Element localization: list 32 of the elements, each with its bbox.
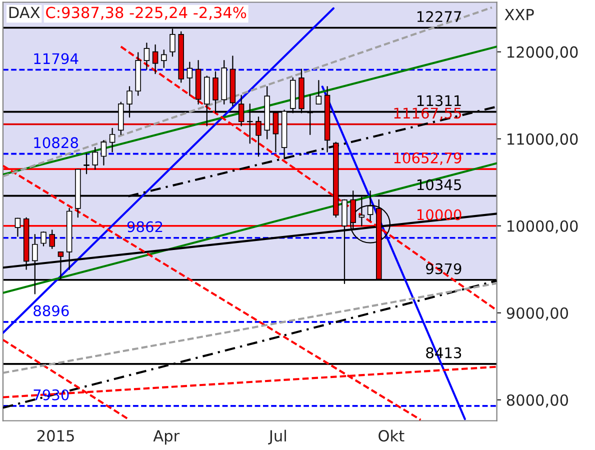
ref-line-label: 10345 — [417, 179, 461, 190]
ref-line-label: 8896 — [34, 305, 69, 316]
candlestick — [14, 218, 21, 237]
chart-title: DAX — [9, 6, 40, 18]
ref-line-label: 11794 — [34, 53, 78, 64]
y-tick-label: 8000,00 — [506, 394, 568, 408]
ref-line-label: 12277 — [417, 11, 462, 22]
y-tick-label: 11000,00 — [508, 133, 578, 146]
candlestick — [152, 44, 158, 74]
x-tick-label: Okt — [378, 430, 404, 442]
candlestick — [49, 230, 55, 250]
y-tick-label: 10000,00 — [508, 220, 578, 234]
ref-line-label: 11311 — [417, 95, 461, 106]
ref-line-label: 10652,79 — [394, 152, 462, 165]
x-tick-label: 2015 — [37, 430, 74, 442]
candlestick — [84, 153, 90, 174]
candlestick — [316, 80, 322, 105]
chart-subtitle: C:9387,38 -225,24 -2,34% — [46, 6, 246, 20]
x-tick-label: Apr — [153, 430, 180, 445]
y-tick-label: 9000,00 — [506, 307, 568, 320]
candlestick — [92, 146, 98, 170]
candlestick — [144, 42, 150, 70]
x-tick-label: Jul — [268, 430, 286, 444]
candlestick — [40, 231, 46, 246]
ref-line-label: 10000 — [417, 209, 462, 220]
ref-line-label: 10828 — [34, 137, 78, 148]
candlestick — [109, 128, 116, 152]
candlestick — [100, 140, 107, 166]
y-axis-title: XXP — [504, 9, 534, 20]
candlestick — [186, 62, 193, 96]
y-tick-label: 12000,00 — [508, 46, 578, 60]
candlestick — [161, 50, 167, 68]
